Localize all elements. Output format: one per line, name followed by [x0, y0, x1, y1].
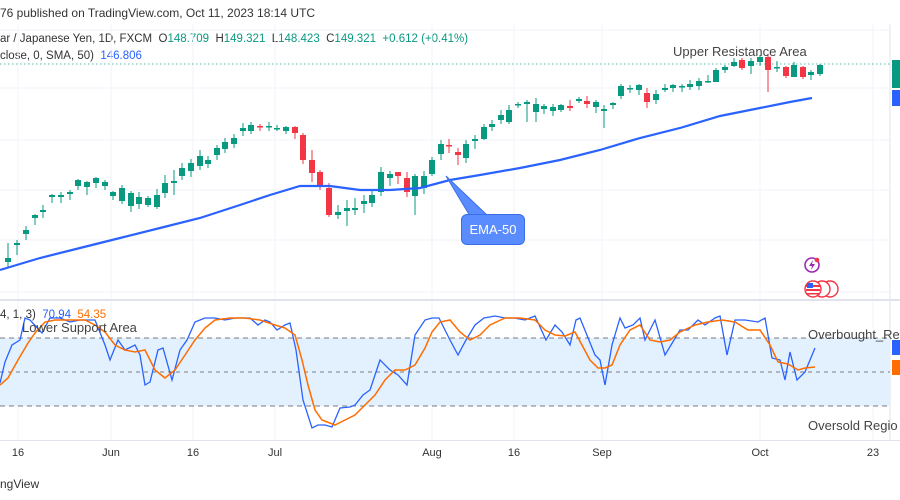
time-axis-label: 16 — [11, 447, 25, 459]
close-value: 149.321 — [334, 33, 376, 45]
oscillator-legend: 4, 1, 3) 70.94 54.35 — [0, 309, 106, 321]
lower-support-label: Lower Support Area — [22, 320, 137, 335]
k-value: 70.94 — [42, 309, 71, 321]
time-axis-label: Oct — [751, 447, 769, 459]
time-axis-label: 23 — [866, 447, 880, 459]
change-value: +0.612 (+0.41%) — [382, 33, 469, 45]
time-axis-label: 16 — [186, 447, 200, 459]
ema-callout[interactable]: EMA-50 — [461, 214, 525, 245]
open-value: 148.709 — [167, 33, 210, 45]
time-axis-label: Aug — [422, 447, 442, 459]
time-axis[interactable]: 16 Jun 16 Jul Aug 16 Sep Oct 23 — [0, 440, 900, 469]
price-tag-ema — [892, 90, 900, 106]
time-axis-label: Sep — [592, 447, 612, 459]
d-value: 54.35 — [77, 309, 107, 321]
high-value: 149.321 — [223, 33, 266, 45]
upper-resistance-label: Upper Resistance Area — [673, 44, 807, 59]
symbol-legend: ar / Japanese Yen, 1D, FXCM O148.709 H14… — [0, 33, 468, 45]
high-label: H — [215, 33, 224, 45]
us-flag-events-icon[interactable] — [802, 279, 840, 299]
ma-params: close, 0, SMA, 50) — [0, 50, 94, 62]
price-tag-close — [892, 60, 900, 88]
open-label: O — [158, 33, 168, 45]
price-tag-k — [892, 340, 900, 355]
symbol-name: ar / Japanese Yen, 1D, FXCM — [0, 33, 153, 45]
time-axis-label: Jun — [102, 447, 120, 459]
lightning-event-icon[interactable] — [803, 256, 821, 274]
time-axis-label: 16 — [507, 447, 521, 459]
oversold-label: Oversold Regio — [808, 418, 898, 433]
footer-brand: ngView — [0, 477, 40, 491]
close-label: C — [326, 33, 335, 45]
price-chart[interactable] — [0, 0, 900, 440]
price-tag-d — [892, 360, 900, 375]
oscillator-params: 4, 1, 3) — [0, 309, 36, 321]
published-caption: 76 published on TradingView.com, Oct 11,… — [0, 6, 316, 20]
low-value: 148.423 — [278, 33, 320, 45]
overbought-label: Overbought_Re — [808, 327, 900, 342]
time-axis-label: Jul — [267, 447, 283, 459]
